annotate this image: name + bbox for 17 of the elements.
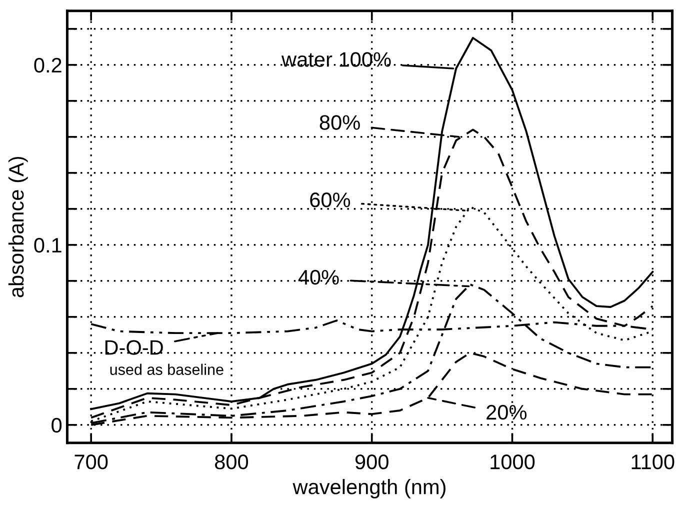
- y-axis-title: absorbance (A): [8, 156, 28, 298]
- y-tick-label: 0: [52, 418, 62, 433]
- series-label: 20%: [486, 404, 527, 420]
- legend-label: water 100%: [281, 52, 391, 67]
- x-axis-title: wavelength (nm): [292, 478, 446, 498]
- x-tick-label: 900: [355, 454, 388, 470]
- text: 60%: [310, 192, 350, 208]
- text: 40%: [298, 270, 339, 285]
- y-tick-label: 0.1: [34, 238, 62, 253]
- y-tick-label: 0.2: [34, 58, 62, 73]
- x-tick-label: 1000: [490, 454, 535, 470]
- annotation: used as baseline: [110, 364, 224, 375]
- legend-label: D-O-D: [105, 340, 163, 355]
- x-tick-label: 1100: [632, 454, 674, 470]
- x-tick-label: 800: [215, 454, 248, 470]
- x-tick-label: 700: [74, 454, 108, 470]
- legend-label: 80%: [320, 115, 360, 130]
